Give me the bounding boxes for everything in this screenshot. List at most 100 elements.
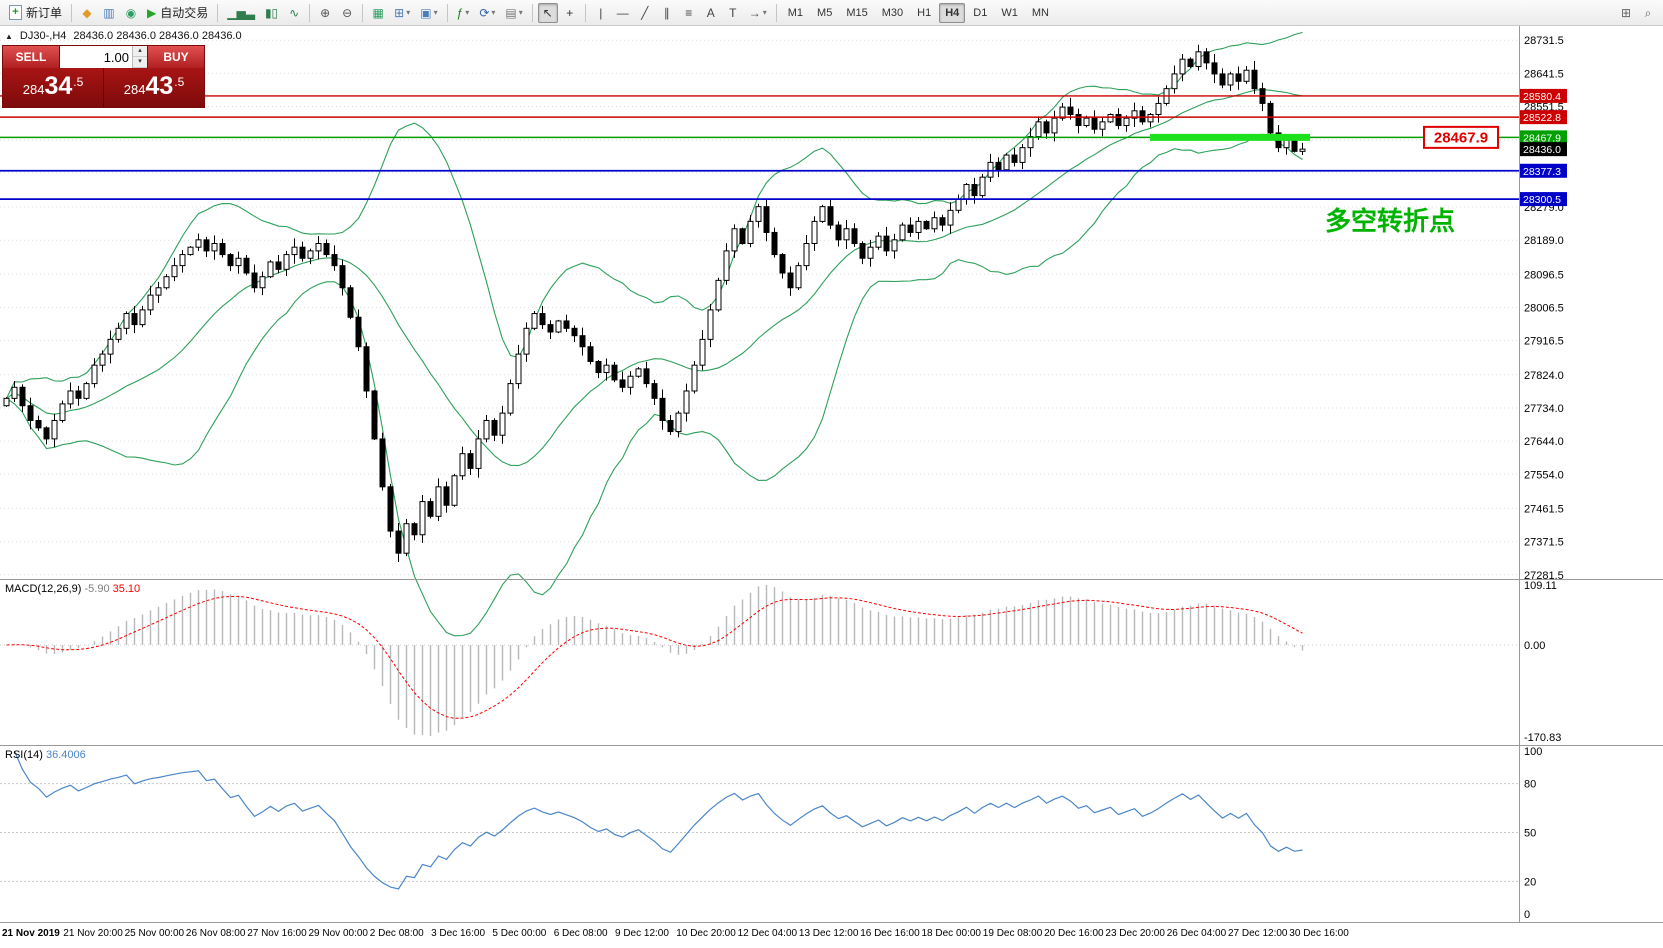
timeframe-d1-button[interactable]: D1 — [973, 6, 988, 19]
dropdown-arrow-icon[interactable]: ▾ — [406, 8, 411, 17]
vertical-line-icon[interactable]: | — [591, 3, 611, 23]
candle-body — [1043, 121, 1050, 134]
price-callout[interactable]: 28467.9 — [1423, 125, 1499, 149]
tile-windows-icon[interactable]: ⊞ ▾ — [390, 3, 414, 23]
price-axis[interactable]: 28731.528641.528551.528461.528371.528279… — [1520, 35, 1567, 582]
crosshair-icon[interactable]: + — [560, 3, 580, 23]
channel-icon[interactable]: ∥ — [657, 3, 677, 23]
candle-body — [83, 383, 90, 399]
candle-body — [67, 390, 74, 405]
indicators-icon[interactable]: ƒ ▾ — [453, 3, 474, 23]
periods-icon[interactable]: ⟳ ▾ — [475, 3, 499, 23]
dropdown-arrow-icon[interactable]: ▾ — [465, 8, 470, 17]
candle-body — [1003, 154, 1010, 171]
candle-body — [1059, 106, 1066, 119]
timeframe-h1-button[interactable]: H1 — [917, 6, 932, 19]
svg-text:-170.83: -170.83 — [1524, 732, 1561, 744]
svg-text:100: 100 — [1524, 746, 1542, 758]
candle-body — [195, 239, 202, 248]
candle-body — [403, 523, 410, 554]
volume-decrease-button[interactable]: ▾ — [133, 57, 147, 68]
candles-layer[interactable] — [3, 44, 1306, 563]
candlestick-icon[interactable]: ▮▯ — [261, 3, 282, 23]
zoom-in-icon[interactable]: ⊕ — [315, 3, 335, 23]
candle-body — [1155, 102, 1162, 115]
dropdown-arrow-icon[interactable]: ▾ — [518, 8, 523, 17]
candle-body — [363, 346, 370, 392]
sell-price-display[interactable]: 284 34.5 — [3, 68, 104, 107]
community-icon[interactable]: ◉ — [121, 3, 141, 23]
volume-input[interactable] — [60, 46, 132, 68]
tile-windows-icon: ⊞ — [394, 5, 405, 20]
new-order-button[interactable]: + 新订单 — [5, 3, 66, 23]
candle-body — [467, 453, 474, 469]
timeframe-m1-button[interactable]: M1 — [787, 6, 804, 19]
candle-body — [1203, 51, 1210, 64]
chart-window-icon[interactable]: ▥ — [99, 3, 119, 23]
new-chart-icon[interactable]: ⊞ — [1616, 3, 1636, 23]
zoom-out-icon[interactable]: ⊖ — [337, 3, 357, 23]
candle-body — [155, 287, 162, 296]
candle-body — [1251, 69, 1258, 90]
sell-button[interactable]: SELL — [3, 46, 60, 68]
buy-price-display[interactable]: 284 43.5 — [104, 68, 204, 107]
candle-body — [1227, 73, 1234, 86]
rsi-axis[interactable]: 100 80 50 20 0 — [1524, 746, 1542, 921]
grid-icon[interactable]: ▦ — [368, 3, 388, 23]
candle-body — [523, 327, 530, 355]
macd-axis[interactable]: 109.11 0.00 -170.83 — [1524, 580, 1561, 744]
time-axis-label: 16 Dec 16:00 — [860, 928, 920, 939]
panel-toggle-icon[interactable]: ▲ — [5, 31, 13, 41]
volume-increase-button[interactable]: ▴ — [133, 46, 147, 57]
horizontal-line-objects[interactable] — [0, 95, 1519, 200]
macd-signal-line — [6, 595, 1303, 719]
text-icon[interactable]: A — [701, 3, 721, 23]
time-axis-label: 12 Dec 04:00 — [738, 928, 798, 939]
templates-icon[interactable]: ▤ ▾ — [501, 3, 526, 23]
volume-field: ▴ ▾ — [60, 46, 147, 68]
annotation-text[interactable]: 多空转折点 — [1325, 206, 1455, 236]
sell-price-big: 34 — [44, 72, 73, 100]
horizontal-line-icon[interactable]: — — [613, 3, 633, 23]
search-icon[interactable]: ⌕ — [1638, 3, 1658, 23]
candle-body — [1075, 113, 1082, 127]
bar-chart-icon: ▁▅▃ — [227, 5, 255, 20]
timeframe-w1-button[interactable]: W1 — [1001, 6, 1018, 19]
timeframe-m5-button[interactable]: M5 — [817, 6, 833, 19]
fibonacci-icon[interactable]: ≡ — [679, 3, 699, 23]
grid-icon: ▦ — [372, 5, 384, 20]
timeframe-m30-button[interactable]: M30 — [881, 6, 904, 19]
trendline-icon[interactable]: ╱ — [635, 3, 655, 23]
arrow-objects-icon[interactable]: → ▾ — [745, 3, 771, 23]
bar-chart-icon[interactable]: ▁▅▃ — [223, 3, 259, 23]
toolbar-divider — [309, 3, 311, 22]
price-axis-label: 27644.0 — [1524, 436, 1564, 448]
price-tag-28377.3: 28377.3 — [1520, 163, 1567, 178]
line-chart-icon[interactable]: ∿ — [284, 3, 304, 23]
dropdown-arrow-icon[interactable]: ▾ — [491, 8, 496, 17]
candle-body — [771, 231, 778, 256]
mql5-market-icon[interactable]: ◆ — [77, 3, 97, 23]
autotrading-icon: ▶ — [147, 5, 157, 20]
cursor-icon[interactable]: ↖ — [537, 2, 558, 23]
candle-body — [755, 206, 762, 222]
svg-text:109.11: 109.11 — [1524, 580, 1557, 592]
candle-body — [707, 309, 714, 340]
timeframe-mn-button[interactable]: MN — [1031, 6, 1049, 19]
candlestick-icon: ▮▯ — [264, 5, 279, 20]
timeframe-m15-button[interactable]: M15 — [846, 6, 868, 19]
dropdown-arrow-icon[interactable]: ▾ — [762, 8, 767, 17]
timeframe-h4-button[interactable]: H4 — [939, 2, 966, 23]
candle-body — [659, 397, 666, 421]
autotrading-button[interactable]: ▶ 自动交易 — [143, 3, 212, 23]
candle-body — [107, 338, 114, 355]
candle-body — [115, 327, 122, 340]
dropdown-arrow-icon[interactable]: ▾ — [433, 8, 438, 17]
text-label-icon[interactable]: T — [723, 3, 743, 23]
buy-button[interactable]: BUY — [147, 46, 204, 68]
candle-body — [739, 228, 746, 245]
cascade-windows-icon[interactable]: ▣ ▾ — [416, 3, 441, 23]
candle-body — [379, 438, 386, 488]
time-axis[interactable]: 21 Nov 2019 21 Nov 20:00 25 Nov 00:00 26 No… — [2, 928, 1349, 939]
